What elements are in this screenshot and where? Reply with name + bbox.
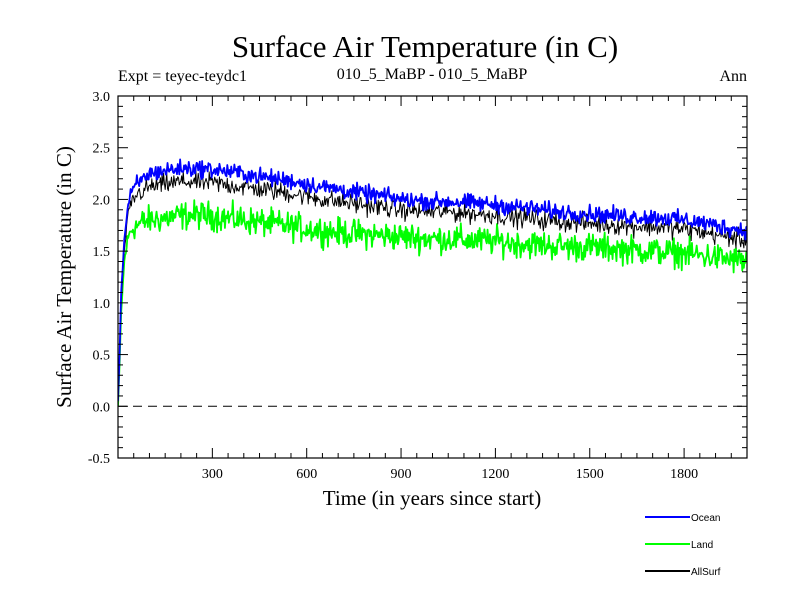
axis-ticks xyxy=(118,95,747,459)
y-tick-label: 1.5 xyxy=(93,245,111,260)
legend-label-land: Land xyxy=(691,540,713,551)
legend: Ocean Land AllSurf xyxy=(645,513,721,578)
y-tick-label: 1.0 xyxy=(93,297,111,312)
x-tick-label: 600 xyxy=(296,467,317,482)
x-tick-label: 300 xyxy=(202,467,223,482)
chart-title: Surface Air Temperature (in C) xyxy=(232,29,618,64)
period-label: 010_5_MaBP - 010_5_MaBP xyxy=(337,66,528,83)
y-axis-label: Surface Air Temperature (in C) xyxy=(52,146,76,408)
x-tick-label: 1200 xyxy=(481,467,509,482)
legend-label-allsurf: AllSurf xyxy=(691,567,721,578)
y-tick-label: 2.0 xyxy=(93,193,111,208)
series-line-land xyxy=(118,199,747,407)
y-tick-labels: -0.5 0.0 0.5 1.0 1.5 2.0 2.5 3.0 xyxy=(88,90,110,467)
y-tick-label: 0.5 xyxy=(93,349,111,364)
x-tick-label: 900 xyxy=(391,467,412,482)
series-layer xyxy=(118,158,747,407)
x-tick-labels: 300 600 900 1200 1500 1800 xyxy=(202,467,698,482)
legend-label-ocean: Ocean xyxy=(691,513,720,524)
x-tick-label: 1800 xyxy=(670,467,698,482)
x-tick-label: 1500 xyxy=(576,467,604,482)
y-tick-label: 2.5 xyxy=(93,142,111,157)
y-tick-label: -0.5 xyxy=(88,452,110,467)
x-axis-label: Time (in years since start) xyxy=(323,486,542,510)
y-tick-label: 3.0 xyxy=(93,90,111,105)
y-tick-label: 0.0 xyxy=(93,400,111,415)
plot-frame xyxy=(117,95,748,459)
experiment-label: Expt = teyec-teydc1 xyxy=(118,68,247,85)
series-line-ocean xyxy=(118,158,747,402)
season-label: Ann xyxy=(719,68,747,85)
